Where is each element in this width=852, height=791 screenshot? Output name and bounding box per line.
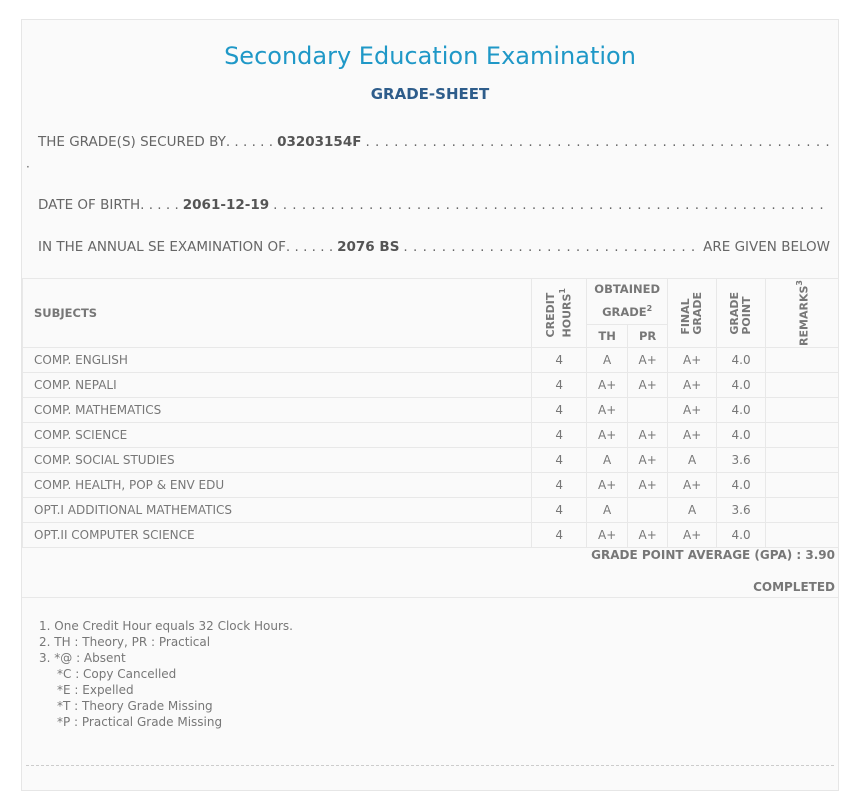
dashed-divider xyxy=(26,765,834,766)
footnote: 1. One Credit Hour equals 32 Clock Hours… xyxy=(39,619,293,633)
remarks-cell xyxy=(765,446,839,473)
grade-point-cell: 4.0 xyxy=(716,421,767,448)
header-final-grade: FINAL GRADE xyxy=(667,278,718,348)
practical-grade-cell: A+ xyxy=(627,371,669,398)
credit-hours-cell: 4 xyxy=(531,346,588,373)
table-row: COMP. MATHEMATICS 4 A+ A+ 4.0 xyxy=(21,396,839,423)
result-status: COMPLETED xyxy=(753,580,835,594)
header-remarks: REMARKS3 xyxy=(765,278,839,348)
subject-cell: OPT.I ADDITIONAL MATHEMATICS xyxy=(21,496,533,523)
exam-suffix: ARE GIVEN BELOW xyxy=(703,239,830,255)
table-row: COMP. HEALTH, POP & ENV EDU 4 A+ A+ A+ 4.0 xyxy=(21,471,839,498)
header-pr: PR xyxy=(627,323,669,348)
credit-hours-cell: 4 xyxy=(531,421,588,448)
grade-point-cell: 4.0 xyxy=(716,471,767,498)
credit-hours-cell: 4 xyxy=(531,496,588,523)
subject-cell: COMP. SCIENCE xyxy=(21,421,533,448)
dob-label: DATE OF BIRTH xyxy=(38,197,141,213)
dob-line: DATE OF BIRTH 2061-12-19 xyxy=(38,197,830,213)
table-row: OPT.II COMPUTER SCIENCE 4 A+ A+ A+ 4.0 xyxy=(21,521,839,548)
final-grade-cell: A xyxy=(667,446,718,473)
header-grade-point: GRADE POINT xyxy=(716,278,767,348)
practical-grade-cell: A+ xyxy=(627,471,669,498)
grade-sheet: Secondary Education Examination GRADE-SH… xyxy=(21,19,839,791)
remarks-cell xyxy=(765,471,839,498)
exam-year: 2076 BS xyxy=(337,239,400,255)
remarks-cell xyxy=(765,421,839,448)
remarks-cell xyxy=(765,496,839,523)
credit-hours-cell: 4 xyxy=(531,371,588,398)
subject-cell: COMP. SOCIAL STUDIES xyxy=(21,446,533,473)
remarks-cell xyxy=(765,346,839,373)
practical-grade-cell: A+ xyxy=(627,446,669,473)
header-credit-hours: CREDIT HOURS1 xyxy=(531,278,588,348)
table-row: COMP. SOCIAL STUDIES 4 A A+ A 3.6 xyxy=(21,446,839,473)
remarks-cell xyxy=(765,396,839,423)
footnote: 3. *@ : Absent xyxy=(39,651,126,665)
grade-point-cell: 4.0 xyxy=(716,521,767,548)
theory-grade-cell: A+ xyxy=(586,371,629,398)
footnotes: 1. One Credit Hour equals 32 Clock Hours… xyxy=(39,618,293,730)
theory-grade-cell: A+ xyxy=(586,471,629,498)
final-grade-cell: A+ xyxy=(667,396,718,423)
dot-separator: · xyxy=(26,160,30,174)
final-grade-cell: A+ xyxy=(667,521,718,548)
secured-by-label: THE GRADE(S) SECURED BY xyxy=(38,134,226,150)
gpa-summary: GRADE POINT AVERAGE (GPA) : 3.90 xyxy=(591,548,835,562)
header-th: TH xyxy=(586,323,629,348)
theory-grade-cell: A+ xyxy=(586,396,629,423)
final-grade-cell: A+ xyxy=(667,371,718,398)
credit-hours-cell: 4 xyxy=(531,446,588,473)
subject-cell: COMP. MATHEMATICS xyxy=(21,396,533,423)
grade-point-cell: 3.6 xyxy=(716,496,767,523)
footnote-code: *T : Theory Grade Missing xyxy=(57,699,213,713)
page-title: Secondary Education Examination xyxy=(224,42,636,70)
final-grade-cell: A+ xyxy=(667,471,718,498)
theory-grade-cell: A xyxy=(586,496,629,523)
grade-point-cell: 4.0 xyxy=(716,346,767,373)
secured-by-line: THE GRADE(S) SECURED BY 03203154F xyxy=(38,134,830,150)
table-row: COMP. NEPALI 4 A+ A+ A+ 4.0 xyxy=(21,371,839,398)
subject-cell: OPT.II COMPUTER SCIENCE xyxy=(21,521,533,548)
footnote-code: *E : Expelled xyxy=(57,683,134,697)
subject-cell: COMP. ENGLISH xyxy=(21,346,533,373)
practical-grade-cell: A+ xyxy=(627,521,669,548)
credit-hours-cell: 4 xyxy=(531,521,588,548)
subject-cell: COMP. NEPALI xyxy=(21,371,533,398)
theory-grade-cell: A+ xyxy=(586,521,629,548)
table-row: COMP. ENGLISH 4 A A+ A+ 4.0 xyxy=(21,346,839,373)
header-obtained-grade: OBTAINED GRADE2 xyxy=(586,278,669,325)
final-grade-cell: A xyxy=(667,496,718,523)
theory-grade-cell: A xyxy=(586,346,629,373)
page-subtitle: GRADE-SHEET xyxy=(370,85,490,103)
footnote: 2. TH : Theory, PR : Practical xyxy=(39,635,211,649)
dob-value: 2061-12-19 xyxy=(182,197,270,213)
credit-hours-cell: 4 xyxy=(531,471,588,498)
credit-hours-cell: 4 xyxy=(531,396,588,423)
grades-table: SUBJECTS CREDIT HOURS1 OBTAINED GRADE2 F… xyxy=(21,278,839,548)
final-grade-cell: A+ xyxy=(667,346,718,373)
theory-grade-cell: A xyxy=(586,446,629,473)
practical-grade-cell: A+ xyxy=(627,346,669,373)
divider xyxy=(22,597,838,598)
symbol-number: 03203154F xyxy=(277,134,362,150)
subject-cell: COMP. HEALTH, POP & ENV EDU xyxy=(21,471,533,498)
footnote-code: *P : Practical Grade Missing xyxy=(57,715,223,729)
final-grade-cell: A+ xyxy=(667,421,718,448)
grade-point-cell: 3.6 xyxy=(716,446,767,473)
exam-line: IN THE ANNUAL SE EXAMINATION OF 2076 BS … xyxy=(38,239,830,255)
table-row: COMP. SCIENCE 4 A+ A+ A+ 4.0 xyxy=(21,421,839,448)
header-subjects: SUBJECTS xyxy=(21,278,533,348)
practical-grade-cell xyxy=(627,396,669,423)
exam-label: IN THE ANNUAL SE EXAMINATION OF xyxy=(38,239,286,255)
grade-point-cell: 4.0 xyxy=(716,371,767,398)
practical-grade-cell xyxy=(627,496,669,523)
footnote-code: *C : Copy Cancelled xyxy=(57,667,177,681)
theory-grade-cell: A+ xyxy=(586,421,629,448)
remarks-cell xyxy=(765,371,839,398)
remarks-cell xyxy=(765,521,839,548)
table-row: OPT.I ADDITIONAL MATHEMATICS 4 A A 3.6 xyxy=(21,496,839,523)
grade-point-cell: 4.0 xyxy=(716,396,767,423)
practical-grade-cell: A+ xyxy=(627,421,669,448)
